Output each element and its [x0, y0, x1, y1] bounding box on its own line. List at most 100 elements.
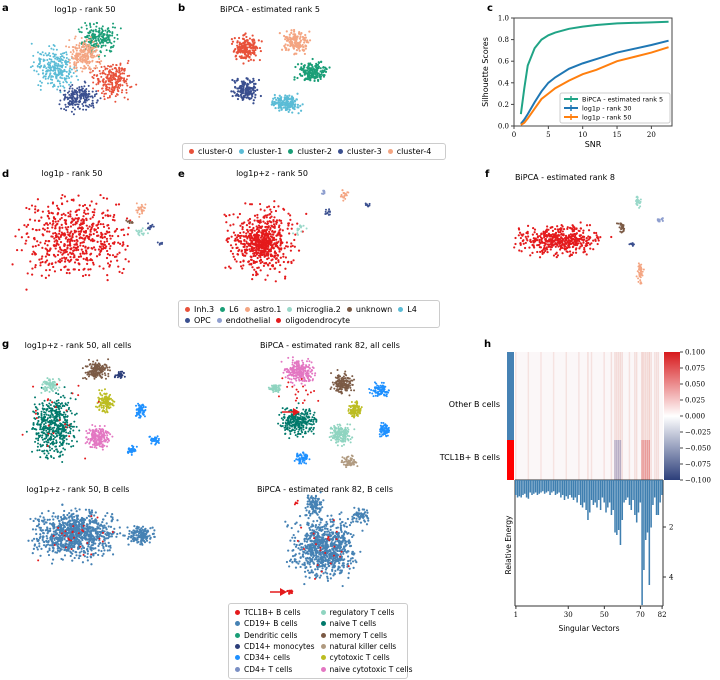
- scatter-point: [617, 222, 620, 225]
- scatter-point: [90, 29, 93, 32]
- scatter-point: [277, 259, 280, 262]
- scatter-point: [244, 40, 247, 43]
- scatter-point: [109, 237, 112, 240]
- scatter-point: [253, 50, 256, 54]
- scatter-point: [70, 422, 73, 425]
- scatter-point: [298, 49, 301, 52]
- scatter-point: [41, 383, 44, 386]
- scatter-point: [76, 96, 79, 99]
- scatter-point: [43, 242, 47, 245]
- scatter-point: [111, 63, 114, 66]
- scatter-point: [248, 221, 252, 224]
- scatter-point: [82, 244, 85, 248]
- scatter-point: [54, 231, 57, 235]
- scatter-point: [98, 424, 101, 427]
- scatter-point: [78, 101, 81, 104]
- scatter-point: [81, 93, 84, 96]
- scatter-point: [242, 245, 245, 248]
- scatter-point: [107, 27, 110, 30]
- scatter-point: [58, 227, 61, 230]
- scatter-point: [58, 379, 61, 382]
- scatter-point: [253, 39, 256, 42]
- scatter-point: [58, 103, 61, 106]
- panel-label-f: f: [485, 169, 490, 180]
- scatter-point: [54, 227, 57, 230]
- scatter-point: [242, 38, 245, 41]
- scatter-point: [39, 443, 42, 446]
- scatter-point: [85, 235, 88, 238]
- scatter-point: [67, 401, 70, 404]
- scatter-point: [40, 391, 43, 394]
- scatter-point: [20, 236, 23, 239]
- scatter-point: [61, 193, 64, 197]
- scatter-point: [63, 396, 66, 399]
- scatter-point: [60, 259, 63, 262]
- scatter-point: [48, 402, 51, 405]
- scatter-point: [244, 250, 247, 253]
- scatter-point: [40, 428, 43, 431]
- scatter-point: [75, 235, 78, 238]
- scatter-point: [303, 71, 306, 75]
- scatter-point: [249, 203, 252, 206]
- scatter-point: [86, 373, 89, 376]
- scatter-point: [59, 64, 62, 67]
- scatter-point: [31, 253, 34, 256]
- scatter-point: [266, 206, 269, 209]
- scatter-point: [72, 102, 75, 105]
- scatter-point: [322, 189, 325, 192]
- scatter-point: [252, 91, 255, 94]
- scatter-point: [122, 241, 125, 244]
- scatter-point: [574, 251, 578, 254]
- scatter-point: [41, 434, 44, 437]
- scatter-point: [272, 223, 276, 226]
- scatter-point: [518, 249, 521, 252]
- scatter-point: [34, 205, 37, 208]
- scatter-point: [579, 221, 582, 224]
- scatter-point: [84, 94, 87, 97]
- scatter-point: [83, 209, 86, 212]
- scatter-point: [583, 246, 586, 250]
- scatter-point: [35, 433, 38, 436]
- scatter-point: [545, 239, 548, 242]
- scatter-point: [107, 242, 111, 246]
- scatter-point: [62, 421, 65, 424]
- scatter-point: [308, 66, 311, 70]
- scatter-point: [242, 46, 245, 49]
- scatter-point: [99, 72, 102, 75]
- scatter-point: [524, 241, 527, 245]
- scatter-point: [60, 231, 63, 234]
- scatter-point: [52, 265, 55, 269]
- scatter-point: [248, 248, 251, 251]
- scatter-point: [282, 208, 286, 211]
- scatter-point: [107, 65, 110, 68]
- scatter-point: [99, 367, 102, 370]
- scatter-point: [575, 227, 578, 230]
- scatter-point: [131, 221, 134, 224]
- scatter-point: [593, 231, 596, 234]
- scatter-point: [74, 217, 77, 220]
- scatter-point: [101, 87, 104, 90]
- scatter-point: [91, 222, 94, 225]
- scatter-point: [42, 404, 45, 407]
- scatter-point: [75, 258, 78, 261]
- scatter-point: [66, 200, 69, 203]
- scatter-point: [117, 241, 120, 244]
- scatter-point: [582, 229, 585, 232]
- scatter-point: [104, 92, 107, 95]
- scatter-point: [247, 59, 250, 62]
- scatter-point: [621, 230, 624, 233]
- scatter-point: [98, 409, 101, 412]
- scatter-point: [293, 99, 296, 102]
- scatter-point: [61, 71, 64, 74]
- scatter-point: [47, 66, 50, 69]
- scatter-point: [51, 378, 54, 381]
- scatter-point: [64, 413, 67, 416]
- scatter-point: [64, 226, 67, 229]
- scatter-point: [639, 200, 642, 203]
- scatter-point: [83, 252, 86, 255]
- scatter-point: [57, 208, 61, 211]
- scatter-point: [110, 71, 113, 74]
- scatter-point: [113, 230, 117, 233]
- scatter-point: [273, 226, 276, 229]
- panel-g-title-2: BiPCA - estimated rank 82, all cells: [260, 341, 400, 350]
